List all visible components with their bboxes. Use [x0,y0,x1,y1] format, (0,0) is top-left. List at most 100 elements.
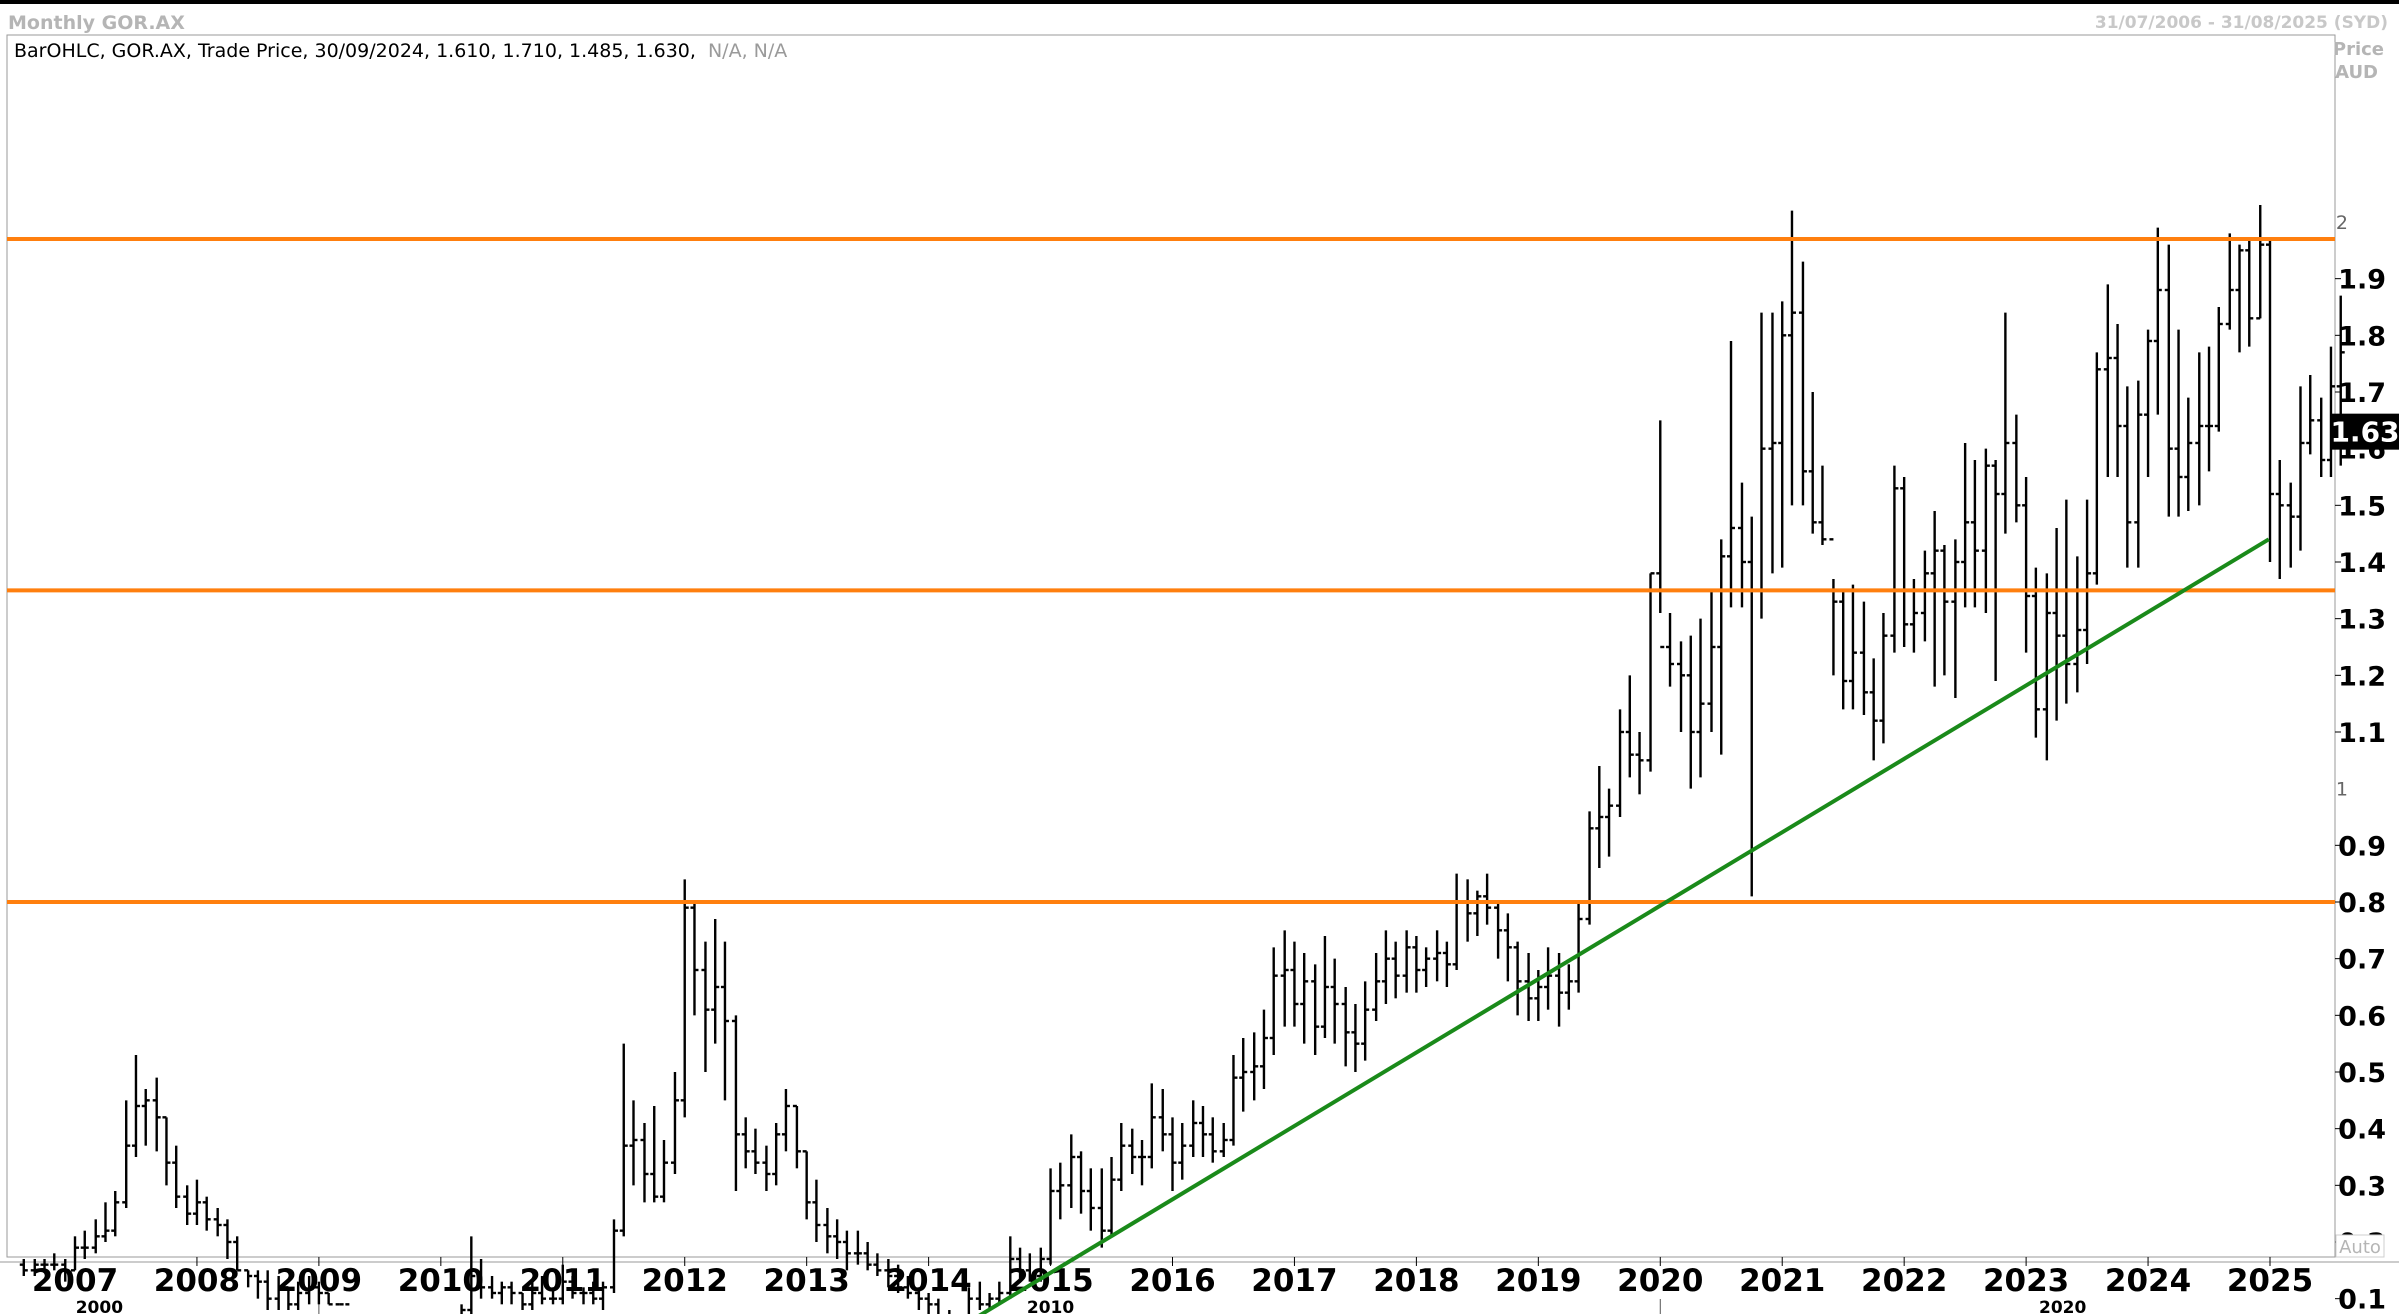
ohlc-bar [1128,1128,1137,1174]
auto-button-frame[interactable] [2335,1234,2385,1258]
ohlc-bar [111,1190,120,1237]
ohlc-bar [1635,731,1644,795]
ohlc-bar [1280,930,1289,1027]
ohlc-bar [30,1258,39,1276]
ohlc-bar [50,1253,59,1271]
ohlc-bar [244,1269,253,1288]
ohlc-bar [558,1264,567,1305]
ohlc-bar [1198,1105,1207,1157]
ohlc-bar [792,1104,801,1169]
ohlc-bar [1208,1117,1217,1163]
ohlc-bar [233,1236,242,1272]
ohlc-bar [1585,811,1594,925]
x-tick-label: 2016 [1129,1263,1215,1299]
ohlc-bar [934,1298,940,1314]
ohlc-bar [2042,573,2051,761]
ohlc-bar [802,1150,811,1220]
ohlc-bar [1940,544,1949,676]
y-axis: 0.10.20.30.40.50.60.70.80.91.11.21.31.41… [2335,212,2386,1314]
ohlc-bar [1503,913,1512,982]
ohlc-bar [650,1105,659,1203]
ohlc-bar [223,1219,232,1259]
ohlc-bar [1239,1037,1248,1112]
ohlc-bar [253,1270,262,1299]
ohlc-legend-na: N/A, N/A [708,40,787,62]
ohlc-bar [599,1281,608,1310]
x-tick-label: 2022 [1861,1263,1947,1299]
trendline [978,537,2270,1314]
ohlc-bar [772,1122,781,1186]
ohlc-bar [914,1287,923,1310]
ohlc-bar [192,1179,201,1225]
ohlc-bar [1839,590,1848,710]
ohlc-bar [863,1241,872,1271]
ohlc-bar [1605,788,1614,857]
ohlc-bar [1086,1168,1095,1231]
ohlc-bar [1067,1134,1076,1208]
ohlc-bar [1961,442,1970,608]
ohlc-bar [80,1230,89,1259]
y-tick-label-minor: 1 [2336,779,2348,801]
ohlc-bar [2174,329,2183,517]
ohlc-bar [61,1258,70,1282]
ohlc-bar [1290,941,1299,1027]
ohlc-bar [2225,233,2234,330]
ohlc-bar [314,1281,323,1305]
ohlc-bar [670,1071,679,1174]
ohlc-bar [2113,323,2122,477]
auto-scale-button[interactable]: Auto [2335,1234,2385,1258]
ohlc-bar [2164,244,2173,517]
x-tick-label: 2015 [1007,1263,1093,1299]
ohlc-bar [948,1309,951,1314]
ohlc-bar [1513,941,1522,1016]
ohlc-bar [1616,709,1625,817]
x-tick-label: 2019 [1495,1263,1581,1299]
ohlc-bar [2134,380,2143,568]
ohlc-bar [1930,510,1939,687]
x-tick-label: 2010 [398,1263,484,1299]
y-tick-label: 0.6 [2338,1001,2386,1032]
ohlc-bar [518,1291,527,1310]
ohlc-bar [460,1304,466,1314]
ohlc-bar [2001,312,2010,534]
y-axis-unit-price: Price [2333,39,2384,60]
ohlc-bar [538,1275,547,1305]
auto-button-label[interactable]: Auto [2339,1237,2381,1258]
y-axis-unit-currency: AUD [2335,62,2378,83]
ohlc-bar [1025,1253,1034,1282]
ohlc-bar [1361,981,1370,1061]
last-value-flag: 1.63 [2330,413,2399,450]
ohlc-bar [1981,448,1990,613]
ohlc-bar [1381,930,1390,1004]
ohlc-bar [1656,420,1665,649]
ohlc-bar [833,1219,842,1259]
y-tick-label: 0.1 [2338,1285,2386,1314]
ohlc-bar [1402,930,1411,993]
ohlc-bar [1341,986,1350,1067]
ohlc-bar [1646,572,1655,772]
ohlc-bar [1494,901,1503,959]
last-value-bg [2330,413,2399,450]
ohlc-bar [1920,550,1929,642]
ohlc-bars [19,204,2345,1314]
ohlc-bar [183,1185,192,1225]
ohlc-bar [1564,964,1573,1010]
ohlc-bar [640,1122,649,1203]
ohlc-bar [141,1088,150,1146]
ohlc-bar [2195,352,2204,506]
ohlc-bar [1259,1009,1268,1089]
ohlc-bar [2205,346,2214,472]
x-tick-label: 2013 [764,1263,850,1299]
ohlc-bar [720,941,729,1101]
ohlc-legend-values: BarOHLC, GOR.AX, Trade Price, 30/09/2024… [14,40,696,62]
ohlc-bar [152,1077,161,1152]
ohlc-bar [2052,527,2061,721]
ohlc-bar [40,1258,49,1271]
ohlc-bar [122,1100,131,1208]
ohlc-bar [1859,601,1868,715]
ohlc-bar [2031,567,2040,738]
ohlc-bar [202,1196,211,1231]
ohlc-bar [1046,1168,1055,1265]
ohlc-bar [1483,873,1492,925]
y-tick-label: 1.8 [2338,321,2386,352]
